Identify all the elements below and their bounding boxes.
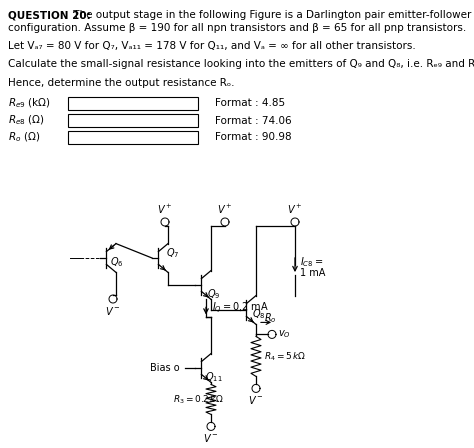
Text: Let Vₐ₇ = 80 V for Q₇, Vₐ₁₁ = 178 V for Q₁₁, and Vₐ = ∞ for all other transistor: Let Vₐ₇ = 80 V for Q₇, Vₐ₁₁ = 178 V for … — [8, 41, 416, 51]
Text: $V^+$: $V^+$ — [287, 203, 303, 216]
Text: Hence, determine the output resistance Rₒ.: Hence, determine the output resistance R… — [8, 78, 235, 88]
Bar — [68, 131, 198, 144]
Text: The output stage in the following Figure is a Darlington pair emitter-follower: The output stage in the following Figure… — [70, 10, 471, 20]
Text: Format : 90.98: Format : 90.98 — [215, 133, 292, 142]
Text: $Q_8$: $Q_8$ — [252, 307, 265, 321]
Text: Format : 74.06: Format : 74.06 — [215, 116, 292, 125]
Text: $R_{e8}$ (Ω): $R_{e8}$ (Ω) — [8, 114, 45, 127]
Text: $V^-$: $V^-$ — [105, 305, 121, 317]
Text: $Q_9$: $Q_9$ — [207, 287, 220, 301]
Text: $I_{C8}=$: $I_{C8}=$ — [300, 255, 323, 269]
Bar — [68, 114, 198, 127]
Text: $R_o$ (Ω): $R_o$ (Ω) — [8, 131, 40, 144]
Bar — [68, 97, 198, 110]
Text: $Q_7$: $Q_7$ — [166, 246, 180, 260]
Text: $V^-$: $V^-$ — [203, 432, 219, 444]
Text: $R_4 = 5\,k\Omega$: $R_4 = 5\,k\Omega$ — [264, 350, 306, 362]
Text: 1 mA: 1 mA — [300, 268, 325, 278]
Text: $V^+$: $V^+$ — [217, 203, 233, 216]
Text: Bias o: Bias o — [150, 363, 180, 373]
Text: $v_O$: $v_O$ — [278, 328, 291, 340]
Text: $Q_6$: $Q_6$ — [110, 255, 124, 269]
Text: Calculate the small-signal resistance looking into the emitters of Q₉ and Q₈, i.: Calculate the small-signal resistance lo… — [8, 59, 474, 69]
Text: $R_3 = 0.2\,k\Omega$: $R_3 = 0.2\,k\Omega$ — [173, 393, 224, 405]
Text: $I_Q = 0.2$ mA: $I_Q = 0.2$ mA — [212, 301, 269, 316]
Text: $R_{e9}$ (kΩ): $R_{e9}$ (kΩ) — [8, 97, 51, 110]
Text: $Q_{11}$: $Q_{11}$ — [205, 370, 223, 384]
Text: configuration. Assume β = 190 for all npn transistors and β = 65 for all pnp tra: configuration. Assume β = 190 for all np… — [8, 23, 466, 33]
Text: Format : 4.85: Format : 4.85 — [215, 99, 285, 108]
Text: $V^+$: $V^+$ — [157, 203, 173, 216]
Text: $V^-$: $V^-$ — [248, 394, 264, 406]
Text: $R_o$: $R_o$ — [264, 311, 277, 325]
Text: QUESTION 20:: QUESTION 20: — [8, 10, 91, 20]
